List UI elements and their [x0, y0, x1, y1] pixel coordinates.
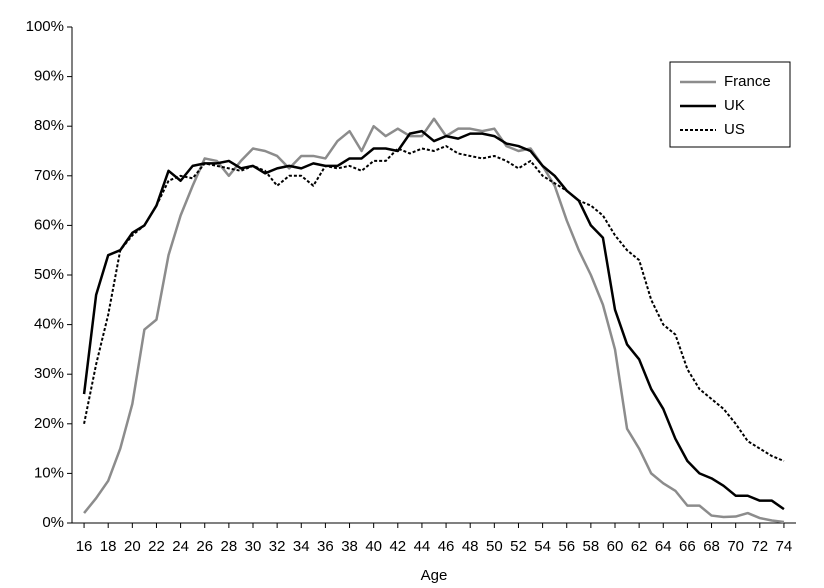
series-line: [83, 117, 785, 524]
x-tick-label: 22: [148, 538, 165, 555]
y-tick-label: 10%: [34, 464, 64, 481]
x-tick-label: 48: [462, 538, 479, 555]
x-tick-label: 66: [679, 538, 696, 555]
legend-box: [669, 61, 791, 148]
x-tick-label: 58: [583, 538, 600, 555]
x-tick-label: 54: [534, 538, 551, 555]
x-tick-label: 32: [269, 538, 286, 555]
y-tick-label: 100%: [26, 18, 64, 35]
x-tick-label: 62: [631, 538, 648, 555]
y-tick-label: 50%: [34, 266, 64, 283]
x-tick-label: 52: [510, 538, 527, 555]
x-tick-label: 50: [486, 538, 503, 555]
y-tick-label: 20%: [34, 415, 64, 432]
x-tick-label: 26: [196, 538, 213, 555]
legend-label: US: [724, 121, 745, 138]
x-tick-label: 24: [172, 538, 189, 555]
y-tick-label: 70%: [34, 167, 64, 184]
x-tick-label: 44: [414, 538, 431, 555]
x-tick-label: 28: [221, 538, 238, 555]
x-tick-label: 56: [558, 538, 575, 555]
x-tick-label: 18: [100, 538, 117, 555]
x-tick-label: 60: [607, 538, 624, 555]
x-tick-label: 46: [438, 538, 455, 555]
y-tick-label: 0%: [42, 514, 64, 531]
x-tick-label: 64: [655, 538, 672, 555]
x-tick-label: 38: [341, 538, 358, 555]
y-tick-label: 60%: [34, 216, 64, 233]
x-tick-label: 68: [703, 538, 720, 555]
legend-label: France: [724, 73, 771, 90]
x-tick-label: 74: [776, 538, 793, 555]
x-tick-label: 40: [365, 538, 382, 555]
y-tick-label: 90%: [34, 68, 64, 85]
x-tick-label: 34: [293, 538, 310, 555]
x-tick-label: 42: [389, 538, 406, 555]
y-tick-label: 80%: [34, 117, 64, 134]
x-tick-label: 20: [124, 538, 141, 555]
x-axis-label: Age: [421, 567, 448, 584]
x-tick-label: 16: [76, 538, 93, 555]
series-line: [82, 129, 785, 511]
x-tick-label: 30: [245, 538, 262, 555]
x-tick-label: 70: [727, 538, 744, 555]
y-tick-label: 40%: [34, 316, 64, 333]
legend-label: UK: [724, 97, 745, 114]
y-tick-label: 30%: [34, 365, 64, 382]
x-tick-label: 72: [751, 538, 768, 555]
x-tick-label: 36: [317, 538, 334, 555]
series-line: [83, 145, 785, 462]
